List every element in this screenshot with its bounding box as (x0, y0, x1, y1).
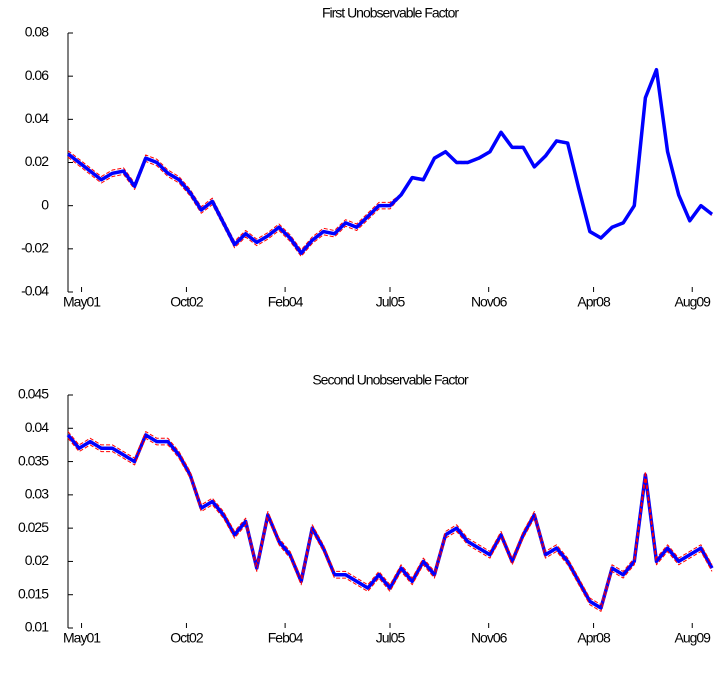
x-tick-label: Aug09 (674, 294, 711, 310)
band-line (67, 68, 713, 251)
x-tick-label: Aug09 (674, 630, 711, 646)
factor-line (66, 67, 714, 255)
x-tick-label: Oct02 (170, 630, 204, 646)
x-tick-label: May01 (63, 630, 101, 646)
x-tick-label: Nov06 (471, 294, 508, 310)
y-tick-label: 0.045 (18, 386, 49, 402)
x-tick-label: Jul05 (376, 630, 406, 646)
y-tick-label: 0.035 (18, 452, 49, 468)
y-tick-label: 0.04 (25, 110, 49, 126)
y-tick-label: -0.04 (21, 283, 49, 299)
y-tick-label: -0.02 (21, 240, 49, 256)
chart-title: Second Unobservable Factor (312, 372, 469, 388)
x-tick-label: Oct02 (170, 294, 204, 310)
x-tick-label: Nov06 (471, 630, 508, 646)
y-tick-label: 0.08 (25, 24, 49, 40)
y-tick-label: 0.025 (18, 519, 49, 535)
band-line (67, 437, 713, 612)
y-tick-label: 0.03 (25, 486, 49, 502)
y-tick-label: 0.01 (25, 619, 49, 635)
x-tick-label: Feb04 (268, 294, 304, 310)
band-line (67, 70, 713, 257)
factor-line (66, 433, 714, 610)
chart-title: First Unobservable Factor (322, 5, 459, 21)
y-tick-label: 0.02 (25, 153, 49, 169)
x-tick-label: Jul05 (376, 294, 406, 310)
x-tick-label: Apr08 (577, 294, 611, 310)
y-tick-label: 0.02 (25, 552, 49, 568)
y-tick-label: 0.04 (25, 419, 49, 435)
x-tick-label: Feb04 (268, 630, 304, 646)
y-tick-label: 0.06 (25, 67, 49, 83)
y-tick-label: 0.015 (18, 585, 49, 601)
x-tick-label: Apr08 (577, 630, 611, 646)
x-tick-label: May01 (63, 294, 101, 310)
band-line (67, 431, 713, 606)
y-tick-label: 0 (41, 196, 49, 212)
